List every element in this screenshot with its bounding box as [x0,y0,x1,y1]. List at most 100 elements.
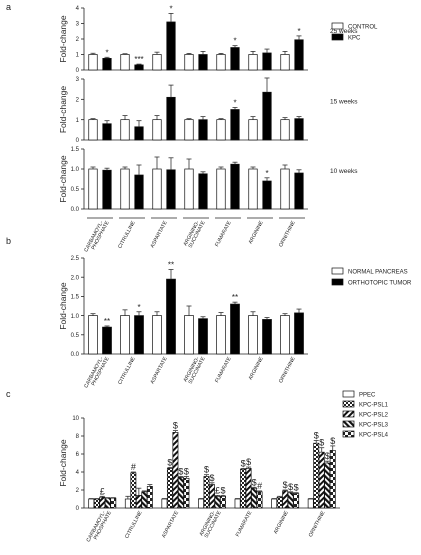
significance-mark: $ [246,457,251,467]
y-axis-label: Fold-change [58,439,68,487]
significance-mark: $ [220,485,225,495]
significance-mark: $ [241,458,246,468]
bar [245,468,252,509]
bar [248,168,258,210]
legend-c-label: KPC-PSL4 [359,433,389,439]
bar [102,58,112,71]
legend-a-label: CONTROL [348,25,378,31]
significance-mark: ** [104,317,110,326]
bar [124,498,131,509]
bar [134,315,144,355]
bar [293,493,300,509]
legend-a-swatch [331,22,344,30]
category-label: CITRULLINE [117,356,137,386]
legend-c-swatch [342,430,355,438]
category-label: ARGININE [273,510,290,535]
category-label: FUMARATE [214,356,233,384]
bar [248,54,258,71]
y-axis-label: Fold-change [58,282,68,330]
y-tick-label: 1 [76,118,80,124]
category-label: ARGININE [248,356,265,381]
y-tick-label: 10 [72,416,79,422]
bar [230,303,240,355]
significance-mark: $ [288,482,293,492]
bar [318,451,325,509]
significance-mark: # [131,462,136,472]
bar [134,174,144,210]
bar [280,315,290,355]
bar [280,168,290,210]
bar [230,47,240,71]
legend-b-label: ORTHOTOPIC TUMOR [348,281,412,287]
bar [152,54,162,71]
bar [102,326,112,355]
significance-mark: $ [252,477,257,487]
bar [262,52,272,71]
category-label: FUMARATE [214,220,233,248]
bar [152,119,162,141]
significance-mark: $ [184,467,189,477]
significance-mark: $ [319,438,324,448]
y-tick-label: 0.0 [71,207,80,213]
category-label: ORNITHINE [308,510,327,538]
bar [216,168,226,210]
bar [198,54,208,71]
y-axis-label: Fold-change [58,155,68,203]
bar [88,54,98,71]
bar [146,486,153,509]
significance-mark: $ [325,451,330,461]
category-label: ARGININE [248,220,265,245]
y-tick-label: 0 [76,138,80,144]
y-tick-label: 0.0 [71,352,80,358]
bar [240,468,247,509]
panel-label-b: b [6,236,11,246]
bar [166,96,176,141]
legend-c-swatch [342,410,355,418]
category-label: FUMARATE [235,510,254,538]
bar [184,168,194,210]
bar [307,498,314,509]
bar [184,54,194,71]
legend-c-swatch [342,400,355,408]
bar [198,498,204,509]
bar [262,91,272,141]
significance-mark: $ [330,436,335,446]
legend-b-swatch [331,278,344,286]
bar [88,168,98,210]
legend-c-swatch [342,420,355,428]
significance-mark: * [233,98,236,107]
bar [220,495,226,509]
y-axis-label: Fold-change [58,15,68,63]
bar [88,498,95,509]
significance-mark: £ [100,486,105,496]
category-label: CITRULLINE [117,220,137,250]
bar [166,169,176,210]
bar [120,315,130,355]
significance-mark: $ [173,421,178,431]
category-label: ASPARTATE [161,510,180,539]
bar [294,312,304,355]
legend-c-label: KPC-PSL2 [359,413,389,419]
bar [177,477,184,509]
bar [216,119,226,141]
y-tick-label: 0 [76,68,80,74]
significance-mark: * [297,27,300,36]
bar [198,173,208,210]
y-tick-label: 1.5 [71,295,80,301]
significance-mark: * [105,48,108,57]
y-tick-label: 0.5 [71,333,80,339]
significance-mark: ** [168,261,174,270]
bar [130,472,137,509]
bar [102,169,112,210]
y-tick-label: 2 [76,37,80,43]
y-tick-label: 6 [76,452,80,458]
category-label: ORNITHINE [278,356,297,384]
bar [294,118,304,141]
y-tick-label: 2 [76,488,80,494]
y-tick-label: 0 [76,506,80,512]
bar [280,119,290,141]
bar [203,476,210,509]
legend-c-swatch [342,390,355,398]
y-tick-label: 1.0 [71,167,80,173]
